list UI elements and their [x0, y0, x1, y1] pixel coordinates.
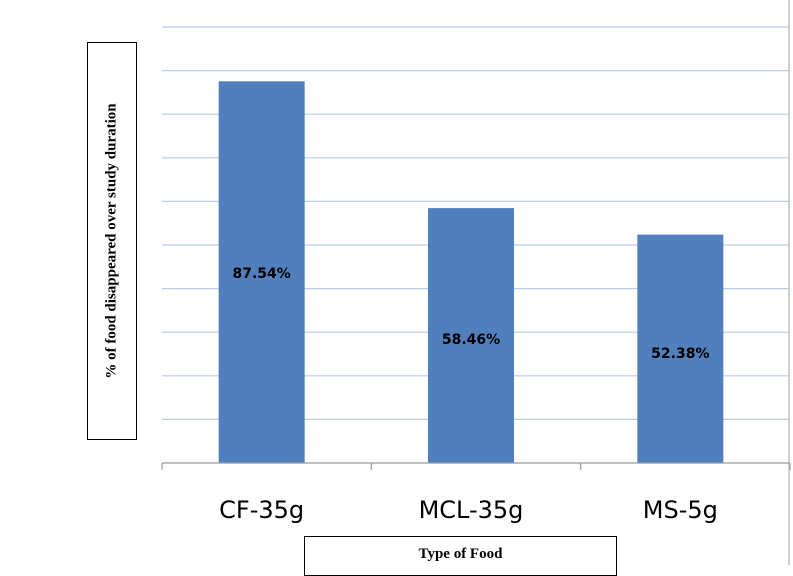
- data-label: 58.46%: [442, 332, 500, 348]
- bar-mcl-35g: [428, 208, 514, 463]
- data-label: 52.38%: [651, 346, 709, 362]
- data-label: 87.54%: [233, 266, 291, 282]
- x-tick-label: CF-35g: [219, 496, 304, 524]
- x-axis-label: Type of Food: [418, 546, 503, 562]
- y-axis-label-box: % of food disappeared over study duratio…: [87, 42, 137, 440]
- chart-frame: [788, 0, 790, 565]
- bars: [218, 81, 724, 464]
- y-axis-label: % of food disappeared over study duratio…: [103, 103, 120, 379]
- x-tick-label: MCL-35g: [419, 496, 524, 524]
- x-tick-label: MS-5g: [643, 496, 718, 524]
- bar-ms-5g: [637, 234, 724, 463]
- x-axis-label-box: Type of Food: [304, 536, 617, 576]
- x-axis: [161, 462, 791, 470]
- bar-cf-35g: [218, 81, 305, 464]
- labels: 87.54% CF-35g 58.46% MCL-35g 52.38% MS-5g: [219, 266, 718, 524]
